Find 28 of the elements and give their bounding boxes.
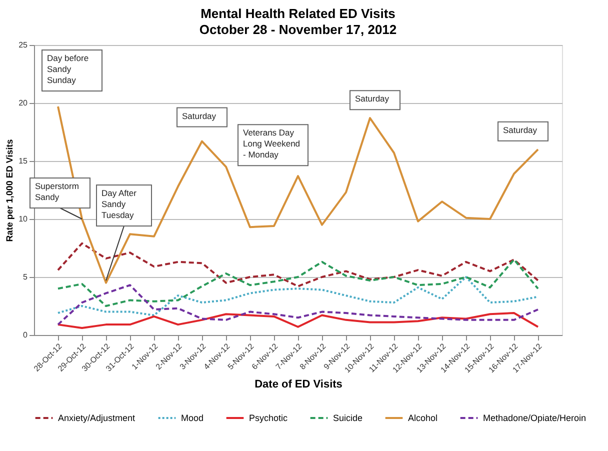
chart-title: Mental Health Related ED Visits	[200, 6, 396, 21]
legend-label: Psychotic	[249, 413, 288, 423]
y-tick-label: 10	[18, 214, 28, 224]
line-series	[57, 312, 539, 330]
y-tick-label: 25	[18, 40, 28, 50]
legend-label: Methadone/Opiate/Heroin	[483, 413, 586, 423]
y-axis-title: Rate per 1,000 ED Visits	[4, 139, 15, 242]
y-tick-label: 15	[18, 156, 28, 166]
line-series	[57, 276, 539, 316]
annotation: Superstorm Sandy	[35, 181, 79, 202]
line-series	[57, 284, 539, 326]
y-tick-label: 20	[18, 98, 28, 108]
legend-label: Suicide	[333, 413, 363, 423]
chart-subtitle: October 28 - November 17, 2012	[199, 22, 397, 37]
annotation: Saturday	[503, 124, 538, 135]
legend-label: Alcohol	[408, 413, 438, 423]
annotation: Day before Sandy Sunday	[47, 52, 89, 85]
line-series	[57, 258, 539, 307]
annotation: Saturday	[182, 110, 217, 121]
annotation: Veterans Day Long Weekend - Monday	[243, 128, 300, 160]
line-series	[57, 242, 539, 288]
y-tick-label: 5	[23, 272, 28, 282]
annotation: Saturday	[355, 94, 390, 104]
legend-label: Anxiety/Adjustment	[58, 413, 136, 423]
y-tick-label: 0	[23, 330, 28, 340]
x-axis-title: Date of ED Visits	[254, 378, 342, 391]
legend-label: Mood	[181, 413, 204, 423]
annotation: Day After Sandy Tuesday	[102, 188, 137, 220]
